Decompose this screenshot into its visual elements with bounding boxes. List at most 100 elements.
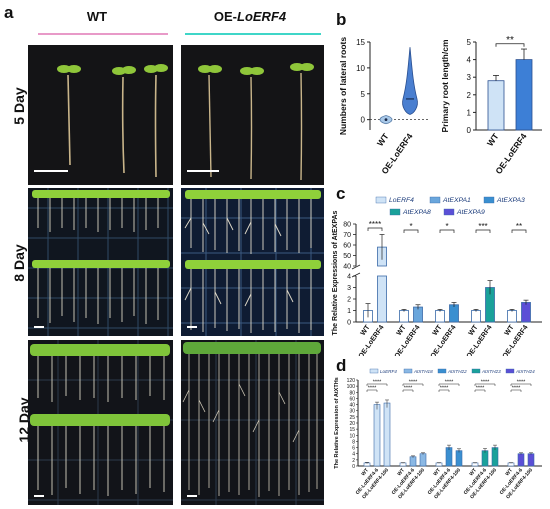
oe-header-prefix: OE-	[213, 9, 237, 24]
y-tick-label: 100	[347, 384, 356, 390]
row-label-8day: 8 Day	[11, 244, 27, 282]
photo-8day-oe	[181, 188, 324, 336]
significance-bracket	[366, 383, 388, 386]
significance-label: ****	[445, 380, 454, 386]
bar	[507, 462, 515, 467]
significance-bracket	[366, 389, 378, 392]
y-tick-label: 8	[352, 439, 355, 445]
y-tick-label: 50	[343, 253, 351, 260]
significance-label: ****	[440, 386, 449, 392]
photo-12day-oe	[181, 340, 324, 505]
significance-bracket	[403, 229, 419, 233]
oe-header-line	[185, 33, 321, 35]
y-tick-label: 1	[347, 308, 351, 315]
y-tick-label: 4	[347, 274, 351, 281]
x-tick-label: WT	[375, 131, 391, 148]
significance-label: ****	[369, 220, 381, 229]
bar	[521, 302, 531, 323]
y-tick-label: 40	[349, 403, 355, 409]
significance-label: ****	[512, 386, 521, 392]
significance-bracket	[402, 389, 414, 392]
significance-bracket	[438, 383, 460, 386]
y-axis-label: The Relative Expression of AtXTHs	[334, 377, 340, 469]
legend-label: AtXTH18	[413, 369, 433, 374]
x-tick-label: WT	[432, 467, 442, 477]
legend-swatch	[429, 196, 441, 204]
photo-8day-wt	[28, 188, 173, 336]
x-tick-label: WT	[468, 324, 480, 338]
photo-5day-oe	[181, 45, 324, 185]
legend-swatch	[505, 368, 515, 374]
legend-swatch	[403, 368, 413, 374]
y-tick-label: 2	[347, 297, 351, 304]
y-tick-label: 60	[349, 396, 355, 402]
legend-swatch	[375, 196, 387, 204]
legend-label: AtXTH24	[515, 369, 535, 374]
photo-5day-wt	[28, 45, 173, 185]
wt-header-text: WT	[86, 9, 108, 24]
panel-c-letter: c	[336, 184, 346, 203]
y-tick-label: 30	[349, 409, 355, 415]
bar	[481, 450, 489, 467]
oe-header-gene: LoERF4	[237, 9, 287, 24]
bar	[491, 447, 499, 467]
legend-label: AtXTH22	[447, 369, 467, 374]
x-tick-label: WT	[504, 324, 516, 338]
legend-label: AtEXPA9	[456, 209, 485, 216]
panel-a-letter: a	[4, 3, 14, 22]
bar	[507, 310, 517, 323]
significance-bracket	[495, 43, 525, 47]
row-label-5day: 5 Day	[11, 87, 27, 125]
y-tick-label: 1	[467, 108, 472, 117]
x-tick-label: WT	[504, 467, 514, 477]
y-tick-label: 0	[467, 126, 472, 135]
legend-swatch	[443, 208, 455, 216]
x-tick-label: WT	[360, 467, 370, 477]
chart-d-xth: LoERF4 AtXTH18 AtXTH22 AtXTH23 AtXTH24024681…	[334, 368, 542, 500]
y-tick-label: 2	[467, 91, 472, 100]
y-axis-label: Numbers of lateral roots	[338, 37, 348, 136]
significance-label: ****	[409, 380, 418, 386]
significance-bracket	[402, 383, 424, 386]
y-axis-label: Primary root length/cm	[440, 39, 450, 132]
significance-bracket	[439, 229, 455, 233]
x-tick-label: WT	[396, 324, 408, 338]
significance-label: ****	[476, 386, 485, 392]
significance-label: ****	[373, 380, 382, 386]
significance-label: *	[445, 222, 448, 231]
violin-oe	[402, 47, 418, 115]
x-tick-label: WT	[468, 467, 478, 477]
bar	[517, 453, 525, 467]
significance-label: **	[506, 35, 514, 46]
x-tick-label: WT	[396, 467, 406, 477]
y-tick-label: 0	[347, 320, 351, 327]
y-tick-label: 0	[361, 116, 366, 125]
legend-swatch	[369, 368, 379, 374]
legend-label: AtXTH23	[481, 369, 501, 374]
wt-column-header: WT	[38, 9, 156, 24]
bar	[471, 310, 481, 323]
bar	[435, 310, 445, 323]
y-tick-label: 15	[349, 427, 355, 433]
photo-12day-wt	[28, 340, 173, 505]
significance-label: ***	[478, 222, 487, 231]
significance-bracket	[367, 227, 383, 231]
y-tick-label: 80	[349, 390, 355, 396]
significance-bracket	[438, 389, 450, 392]
significance-bracket	[510, 389, 522, 392]
bar	[399, 462, 407, 467]
significance-label: ****	[517, 380, 526, 386]
bar-1	[515, 59, 533, 131]
x-tick-label: WT	[432, 324, 444, 338]
y-tick-label: 6	[352, 446, 355, 452]
legend-swatch	[389, 208, 401, 216]
y-tick-label: 60	[343, 243, 351, 250]
significance-label: *	[409, 222, 412, 231]
legend-label: AtEXPA3	[496, 197, 525, 204]
y-tick-label: 0	[352, 464, 355, 470]
legend-swatch	[483, 196, 495, 204]
y-tick-label: 3	[347, 285, 351, 292]
y-tick-label: 40	[343, 264, 351, 271]
y-tick-label: 4	[467, 56, 472, 65]
